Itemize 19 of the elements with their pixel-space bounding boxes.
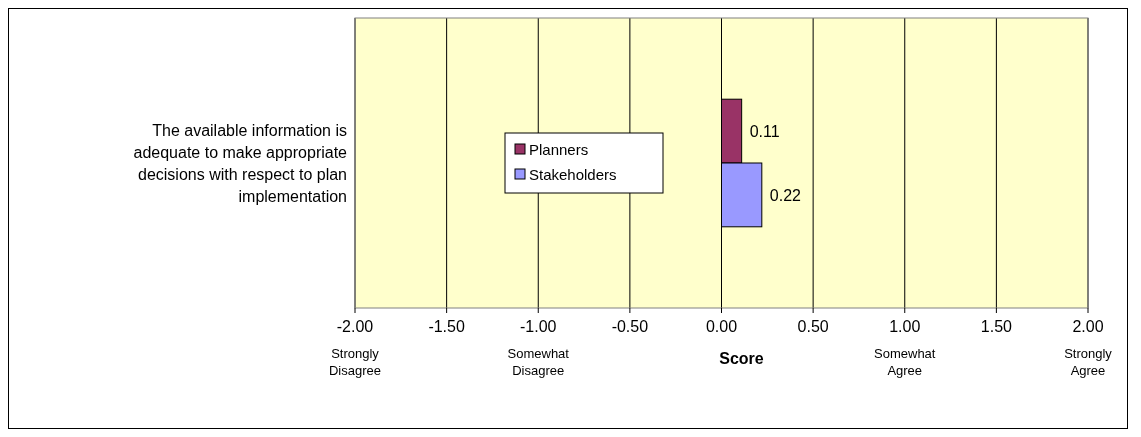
x-tick-label: 0.50 [797,318,829,335]
text: Somewhat Agree [874,346,936,378]
data-label: 0.11 [749,123,780,141]
text: Strongly Agree [1064,346,1113,378]
x-tick-label: 1.50 [980,318,1013,335]
y-tick-label: The available information is adequate to make appropriate decisions with respect to plan implementation [133,122,348,205]
x-tick-label: -1.00 [520,318,557,335]
x-axis-title: Score [719,350,764,367]
text: Somewhat Disagree [507,346,570,378]
x-tick-label: 0.00 [705,318,738,335]
data-label: 0.22 [769,186,802,204]
x-tick-label: 1.00 [889,318,921,335]
text: Strongly Disagree [328,346,382,378]
x-tick-label: -0.50 [611,318,649,335]
x-tick-label: -1.50 [428,318,465,335]
legend-label: Planners [529,141,589,158]
legend-label: Stakeholders [529,166,617,183]
x-tick-label: 2.00 [1072,318,1104,335]
x-tick-label: -2.00 [336,318,374,335]
